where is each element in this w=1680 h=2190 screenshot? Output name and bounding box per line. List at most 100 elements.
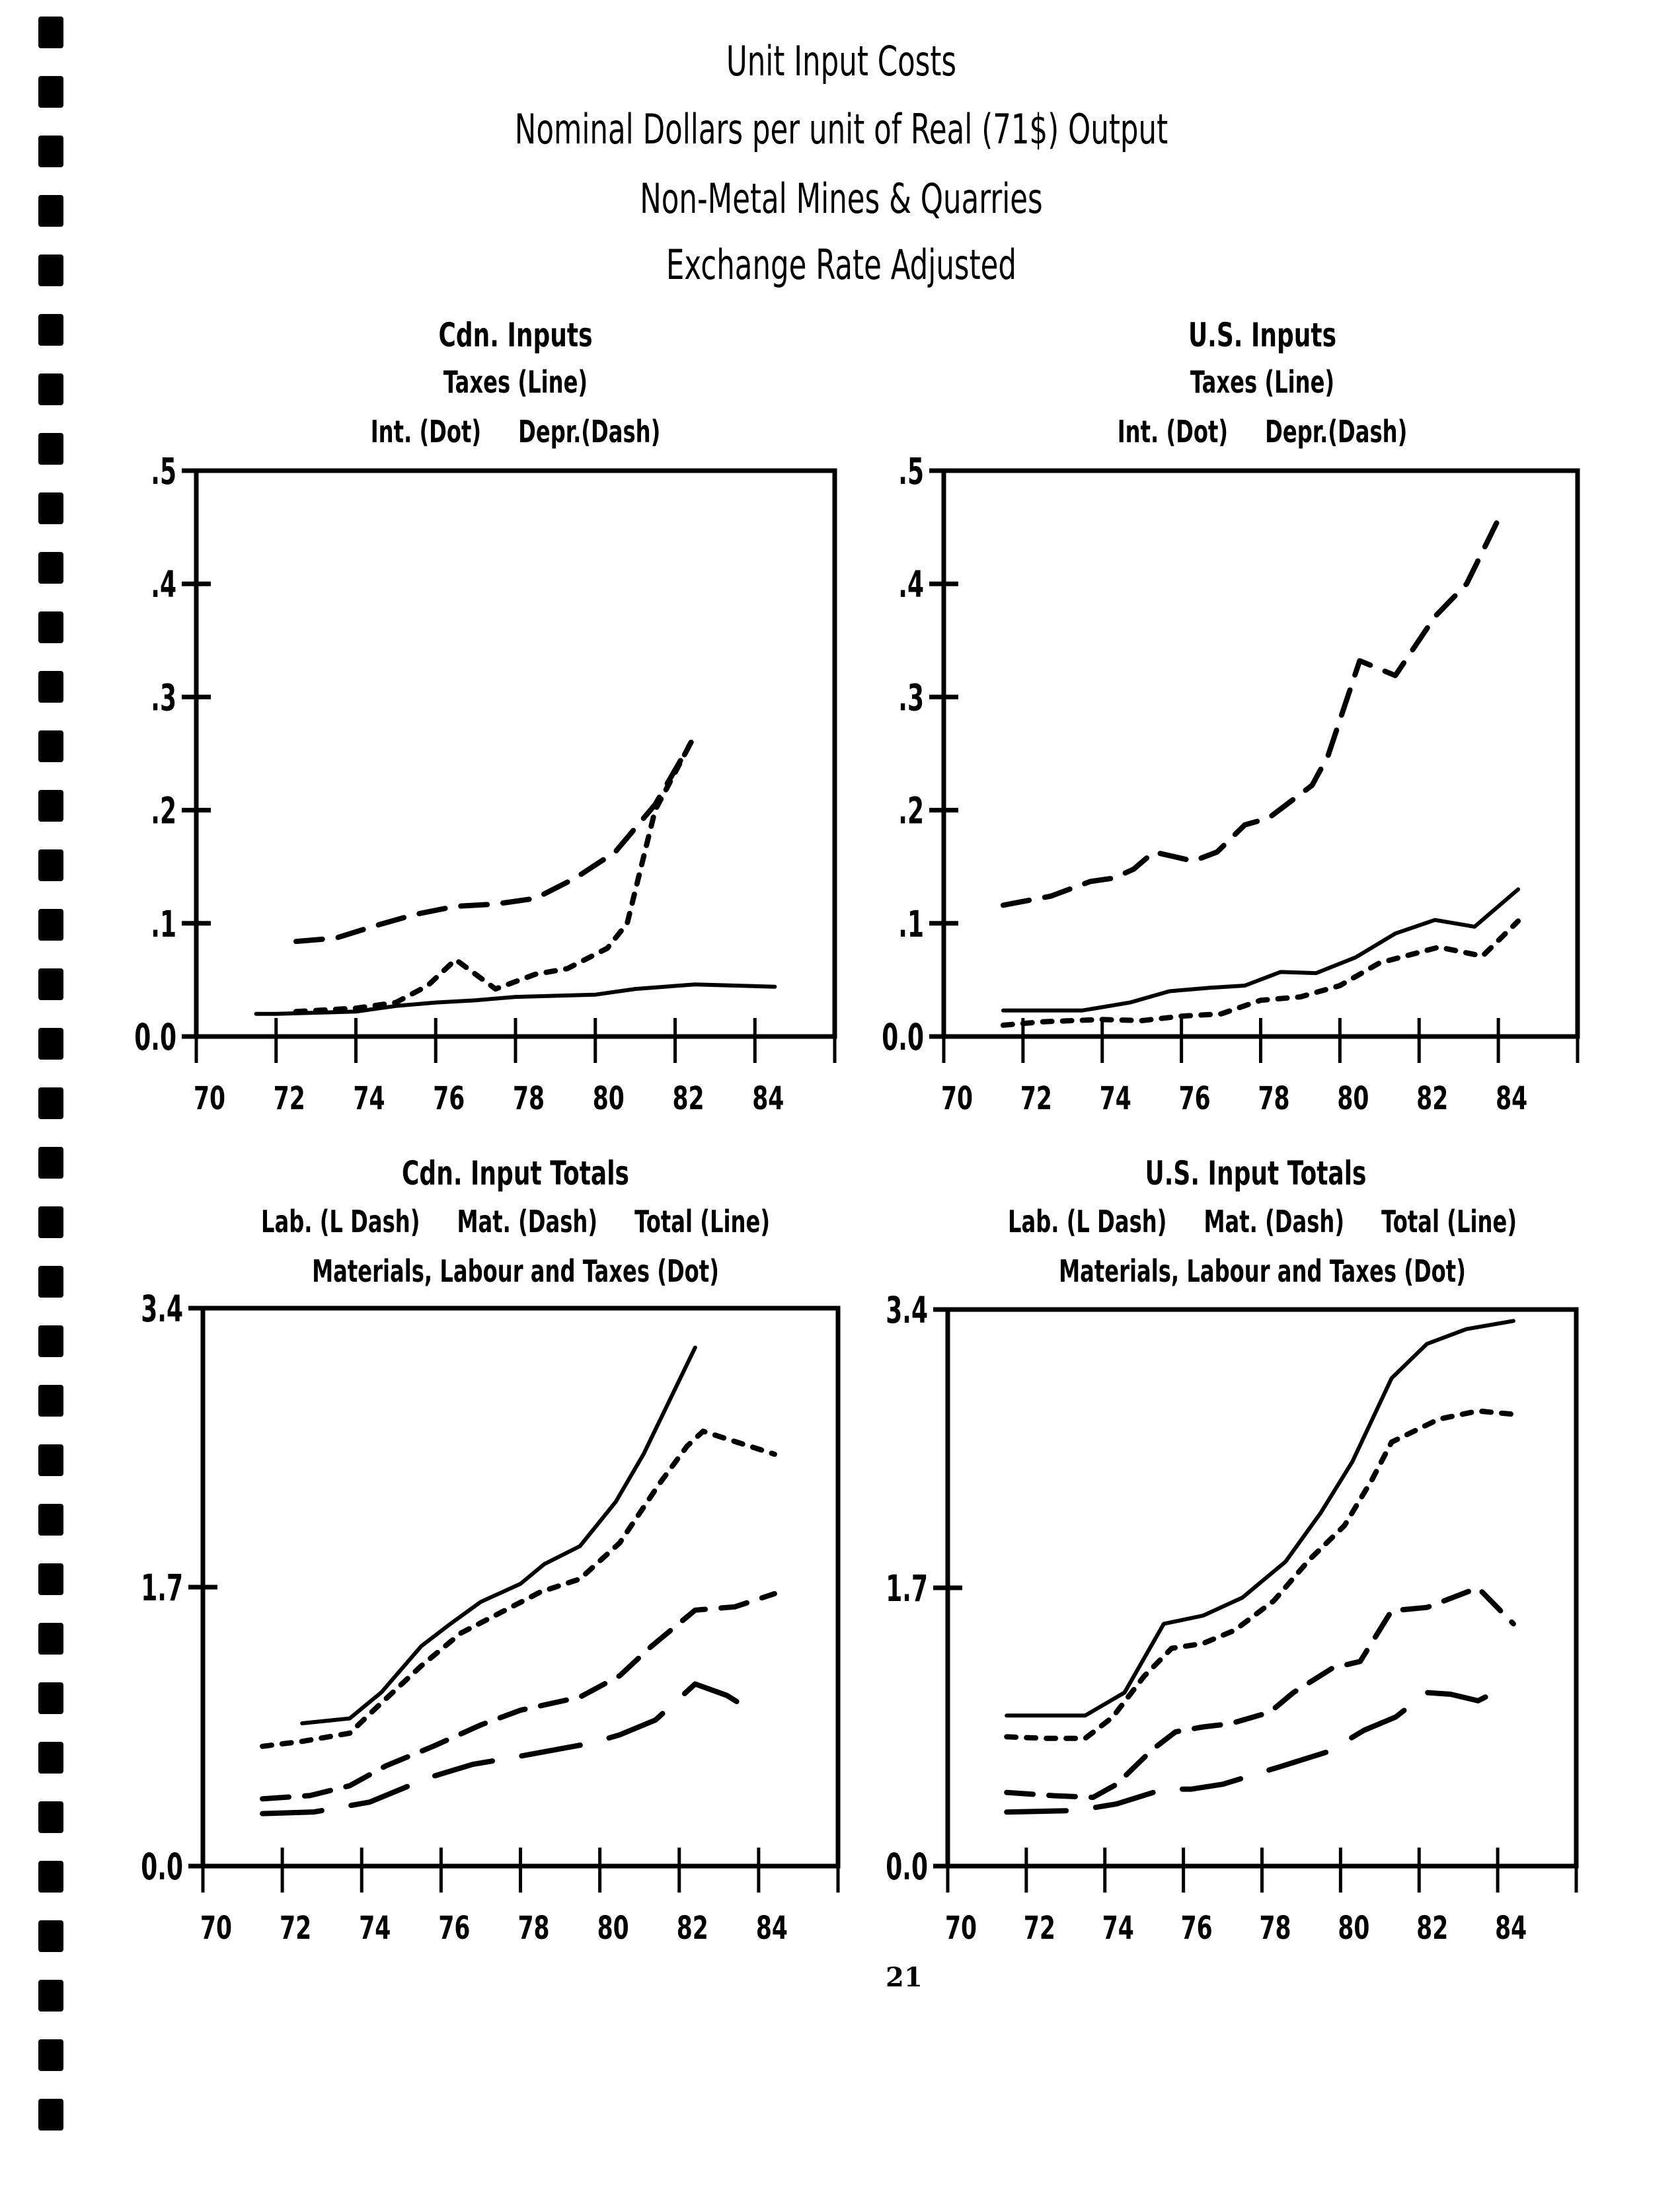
legend-cdn-totals-line-2: Materials, Labour and Taxes (Dot) [312,1253,719,1289]
x-tick-label: 70 [200,1909,232,1946]
binding-hole [38,1682,63,1714]
binding-hole [38,909,63,941]
y-tick-label: 0.0 [886,1846,928,1888]
x-tick-label: 76 [1181,1909,1213,1946]
binding-hole [38,1325,63,1357]
x-tick-label: 74 [1102,1909,1134,1946]
y-tick-label: 0.0 [134,1016,176,1058]
binding-hole [38,136,63,167]
x-tick-label: 82 [677,1909,708,1946]
x-tick-label: 84 [1495,1909,1527,1946]
x-tick-label: 80 [1337,1079,1369,1116]
x-tick-label: 72 [1020,1079,1052,1116]
binding-hole [38,1206,63,1238]
x-tick-label: 70 [194,1079,225,1116]
plot-frame [945,1307,1579,1869]
binding-hole [38,1147,63,1179]
x-tick-label: 78 [517,1909,549,1946]
binding-hole [38,1861,63,1893]
binding-hole [38,1028,63,1060]
series-materials-labour-and-taxes [260,1428,777,1749]
binding-hole [38,849,63,881]
series-mat [1004,1585,1516,1800]
series-depr [293,739,694,945]
binding-hole [38,552,63,584]
y-tick-label: .2 [898,790,924,832]
binding-hole [38,254,63,286]
x-tick-label: 80 [593,1079,625,1116]
series-materials-labour-and-taxes [1004,1408,1516,1741]
series-taxes [1001,887,1521,1013]
y-tick-label: .1 [898,903,924,945]
chart-title-us-inputs: U.S. Inputs [1188,316,1337,354]
y-tick-label: .3 [151,676,176,719]
binding-hole [38,17,63,48]
y-tick-label: 3.4 [141,1288,183,1330]
y-tick-label: .2 [151,790,176,832]
page-number: 21 [886,1962,923,1993]
x-tick-label: 72 [274,1079,305,1116]
binding-hole [38,1563,63,1595]
x-tick-label: 78 [1259,1909,1291,1946]
series-int [1000,918,1521,1028]
y-tick-label: .5 [898,450,924,492]
series-lab [1004,1688,1501,1815]
binding-hole [38,373,63,405]
series-total [300,1345,697,1725]
x-tick-label: 82 [1416,1909,1448,1946]
series-depr [1000,508,1506,908]
x-tick-label: 76 [433,1079,465,1116]
x-tick-label: 82 [1416,1079,1448,1116]
x-tick-label: 84 [756,1909,788,1946]
x-tick-label: 80 [1338,1909,1369,1946]
y-tick-label: .4 [898,563,924,606]
binding-hole [38,433,63,465]
binding-hole [38,730,63,762]
legend-us-inputs-line-2: Int. (Dot) Depr.(Dash) [1117,414,1408,450]
binding-hole [38,1504,63,1536]
y-tick-label: .1 [151,903,176,945]
binding-hole [38,314,63,346]
binding-hole [38,1087,63,1119]
x-tick-label: 80 [597,1909,629,1946]
legend-cdn-inputs-line-1: Taxes (Line) [443,364,588,400]
binding-hole [38,1980,63,2012]
title-line-2: Nominal Dollars per unit of Real (71$) O… [514,105,1168,153]
binding-hole [38,611,63,643]
series-int [293,739,694,1015]
x-tick-label: 74 [1100,1079,1131,1116]
binding-hole [38,671,63,703]
chart-title-us-input-totals: U.S. Input Totals [1145,1154,1367,1193]
x-tick-label: 84 [1496,1079,1527,1116]
title-line-4: Exchange Rate Adjusted [666,241,1017,289]
binding-hole [38,790,63,822]
y-tick-label: 0.0 [882,1016,924,1058]
chart-title-cdn-input-totals: Cdn. Input Totals [402,1154,629,1193]
binding-hole [38,1266,63,1298]
y-tick-label: .5 [151,450,176,492]
binding-hole [38,76,63,108]
series-taxes [254,982,777,1016]
y-tick-label: 3.4 [886,1289,928,1331]
y-tick-label: 1.7 [141,1567,183,1609]
binding-hole [38,2039,63,2071]
x-tick-label: 74 [359,1909,391,1946]
legend-cdn-inputs-line-2: Int. (Dot) Depr.(Dash) [370,414,661,450]
x-tick-label: 70 [945,1909,977,1946]
x-tick-label: 84 [752,1079,784,1116]
x-tick-label: 82 [672,1079,704,1116]
y-tick-label: .4 [151,563,176,606]
chart-title-cdn-inputs: Cdn. Inputs [438,316,593,354]
binding-hole [38,492,63,524]
legend-us-inputs-line-1: Taxes (Line) [1190,364,1335,400]
series-total [1005,1319,1515,1718]
series-mat [260,1590,777,1802]
binding-hole [38,1623,63,1655]
x-tick-label: 78 [513,1079,545,1116]
x-tick-label: 72 [1024,1909,1055,1946]
binding-hole [38,1385,63,1417]
binding-hole [38,195,63,227]
